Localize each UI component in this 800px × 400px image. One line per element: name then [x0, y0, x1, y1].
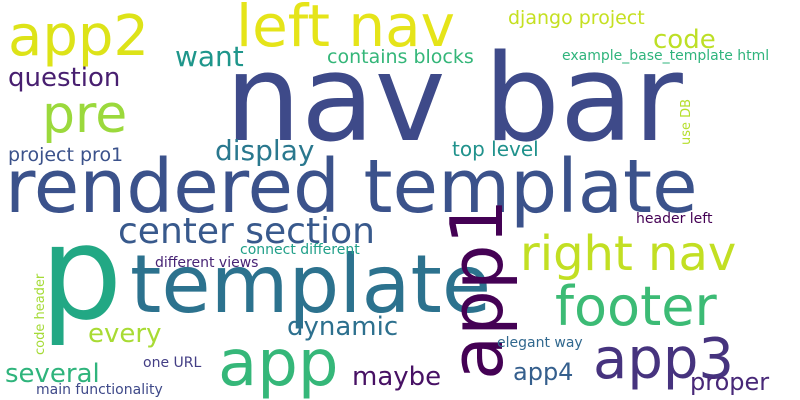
word-use-db: use DB [679, 99, 694, 145]
word-project-pro1: project pro1 [8, 144, 123, 166]
word-one-url: one URL [143, 355, 201, 371]
word-contains-blocks: contains blocks [327, 46, 474, 68]
word-code-header: code header [33, 273, 48, 355]
word-app1[interactable]: app1 [435, 199, 519, 380]
word-every: every [88, 319, 161, 349]
word-template: template [130, 238, 491, 331]
word-app: app [218, 327, 338, 400]
word-proper: proper [690, 368, 769, 396]
word-top-level: top level [452, 137, 539, 161]
word-footer: footer [555, 275, 717, 338]
word-app2: app2 [8, 4, 149, 69]
word-app3: app3 [593, 327, 734, 392]
word-elegant-way: elegant way [497, 335, 583, 351]
word-maybe: maybe [352, 362, 441, 392]
word-connect-different: connect different [240, 242, 360, 258]
word-app4: app4 [513, 358, 573, 386]
word-different-views: different views [155, 255, 258, 271]
word-left-nav: left nav [236, 0, 455, 60]
word-several: several [5, 359, 100, 389]
word-p: p [40, 197, 123, 349]
word-example-base-template-html: example_base_template html [562, 48, 769, 64]
word-rendered-template: rendered template [5, 144, 698, 230]
word-center-section: center section [118, 211, 375, 252]
word-main-functionality: main functionality [36, 382, 163, 398]
word-question: question [8, 63, 120, 93]
word-display: display [215, 134, 314, 167]
word-nav-bar: nav bar [225, 30, 683, 169]
word-dynamic: dynamic [287, 312, 398, 342]
word-header-left: header left [636, 211, 713, 227]
word-right-nav: right nav [520, 226, 736, 282]
word-want: want [175, 40, 244, 73]
word-pre: pre [42, 85, 127, 145]
word-code: code [653, 25, 716, 55]
word-django-project: django project [508, 7, 645, 29]
